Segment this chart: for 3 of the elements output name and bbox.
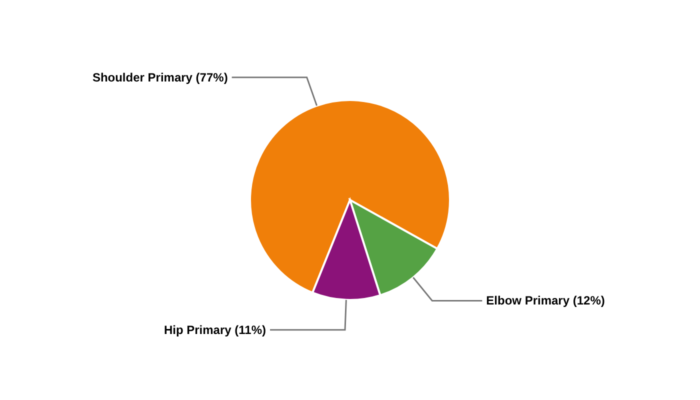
slice-label: Shoulder Primary (77%): [92, 70, 228, 84]
slice-label: Hip Primary (11%): [164, 322, 266, 337]
slice-label: Elbow Primary (12%): [486, 294, 605, 308]
